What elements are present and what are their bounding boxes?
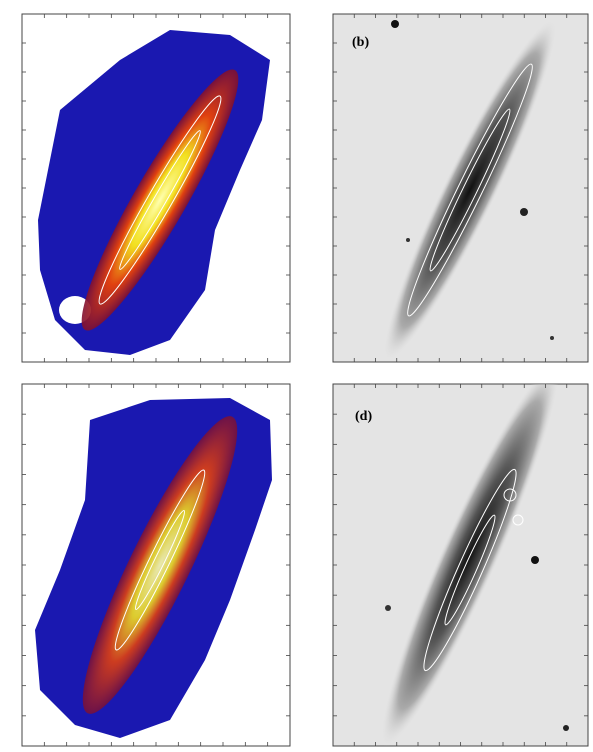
contour	[423, 468, 517, 672]
panel-label: (b)	[352, 35, 369, 50]
star	[406, 238, 410, 242]
contour	[512, 514, 524, 526]
panel-d: (d)	[332, 383, 589, 747]
contour	[407, 63, 533, 317]
contour	[119, 130, 201, 270]
star	[550, 336, 554, 340]
star	[391, 20, 399, 28]
panel-label: (c)	[40, 409, 56, 424]
star	[520, 208, 528, 216]
panel-b: (b)	[332, 13, 589, 363]
panel-c: (c)	[21, 383, 291, 747]
contour	[114, 469, 206, 651]
disk-emission	[82, 416, 238, 714]
contour	[98, 95, 222, 305]
contour	[444, 514, 496, 626]
star	[563, 725, 569, 731]
panel-label: (d)	[355, 409, 372, 424]
contour	[503, 488, 517, 502]
contour	[429, 108, 511, 272]
panel-label: (a)	[40, 35, 57, 50]
panel-a: (a)	[21, 13, 291, 363]
disk-emission	[81, 69, 239, 331]
contour	[134, 510, 186, 610]
star	[531, 556, 539, 564]
star	[385, 605, 391, 611]
galaxy	[383, 18, 557, 362]
